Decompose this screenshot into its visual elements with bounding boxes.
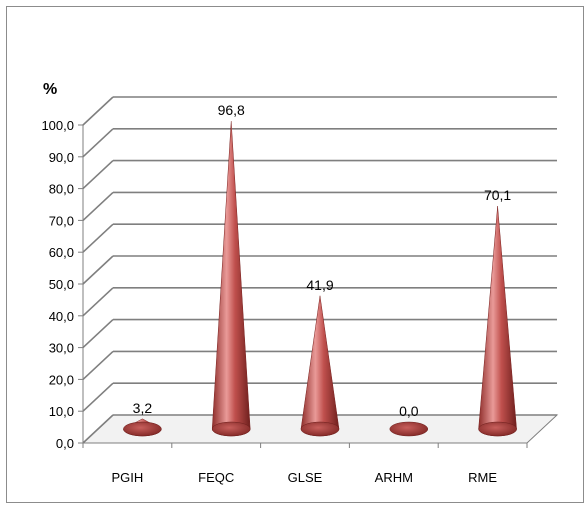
y-tick-label: 70,0	[49, 213, 74, 228]
x-category-label: GLSE	[288, 470, 323, 485]
gridline-diagonal	[82, 160, 114, 190]
cone-body	[300, 295, 340, 437]
gridline-diagonal	[82, 350, 114, 380]
y-tick-label: 50,0	[49, 277, 74, 292]
x-category-label: FEQC	[198, 470, 234, 485]
cone: 0,0	[389, 403, 429, 437]
cones: 3,2 96,8 41,9 0,0 70,1	[123, 102, 517, 437]
gridline-diagonal	[82, 382, 114, 412]
x-category-label: RME	[468, 470, 497, 485]
y-axis-unit-label: %	[43, 81, 57, 98]
data-label: 0,0	[399, 403, 419, 419]
cone-base	[211, 421, 251, 437]
y-tick-label: 90,0	[49, 150, 74, 165]
gridline-diagonal	[82, 96, 114, 126]
cone: 70,1	[478, 187, 517, 437]
y-tick-label: 80,0	[49, 182, 74, 197]
x-category-label: PGIH	[112, 470, 144, 485]
cone: 41,9	[300, 277, 340, 437]
cone-body	[211, 121, 251, 437]
y-tick-label: 60,0	[49, 245, 74, 260]
y-tick-label: 100,0	[41, 118, 74, 133]
x-axis-categories: PGIH FEQC GLSE ARHM RME	[82, 442, 528, 485]
cone-base	[300, 421, 340, 437]
gridline-diagonal	[82, 223, 114, 253]
y-axis-ticks: 0,0 10,0 20,0 30,0 40,0 50,0 60,0 70,0 80,0 90,0 1…	[41, 118, 83, 451]
gridline-diagonal	[82, 414, 114, 444]
y-tick-label: 0,0	[56, 436, 74, 451]
cone: 96,8	[211, 102, 251, 437]
gridline-diagonal	[82, 319, 114, 349]
cone-body	[478, 206, 517, 437]
gridline-diagonal	[82, 255, 114, 285]
data-label: 96,8	[218, 102, 245, 118]
x-category-label: ARHM	[375, 470, 413, 485]
cone-base	[389, 421, 429, 437]
gridline-diagonal	[82, 287, 114, 317]
cone-base	[123, 421, 162, 437]
cone: 3,2	[123, 400, 162, 437]
gridline-diagonal	[82, 128, 114, 158]
y-tick-label: 20,0	[49, 372, 74, 387]
y-tick-label: 40,0	[49, 309, 74, 324]
data-label: 3,2	[133, 400, 153, 416]
cone-base	[478, 421, 517, 437]
data-label: 41,9	[306, 277, 333, 293]
gridline-diagonal	[82, 191, 114, 221]
gridlines	[82, 96, 557, 444]
y-tick-label: 30,0	[49, 341, 74, 356]
y-tick-label: 10,0	[49, 404, 74, 419]
data-label: 70,1	[484, 187, 511, 203]
